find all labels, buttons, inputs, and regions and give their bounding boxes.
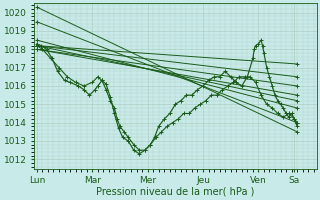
X-axis label: Pression niveau de la mer( hPa ): Pression niveau de la mer( hPa ) xyxy=(96,187,254,197)
